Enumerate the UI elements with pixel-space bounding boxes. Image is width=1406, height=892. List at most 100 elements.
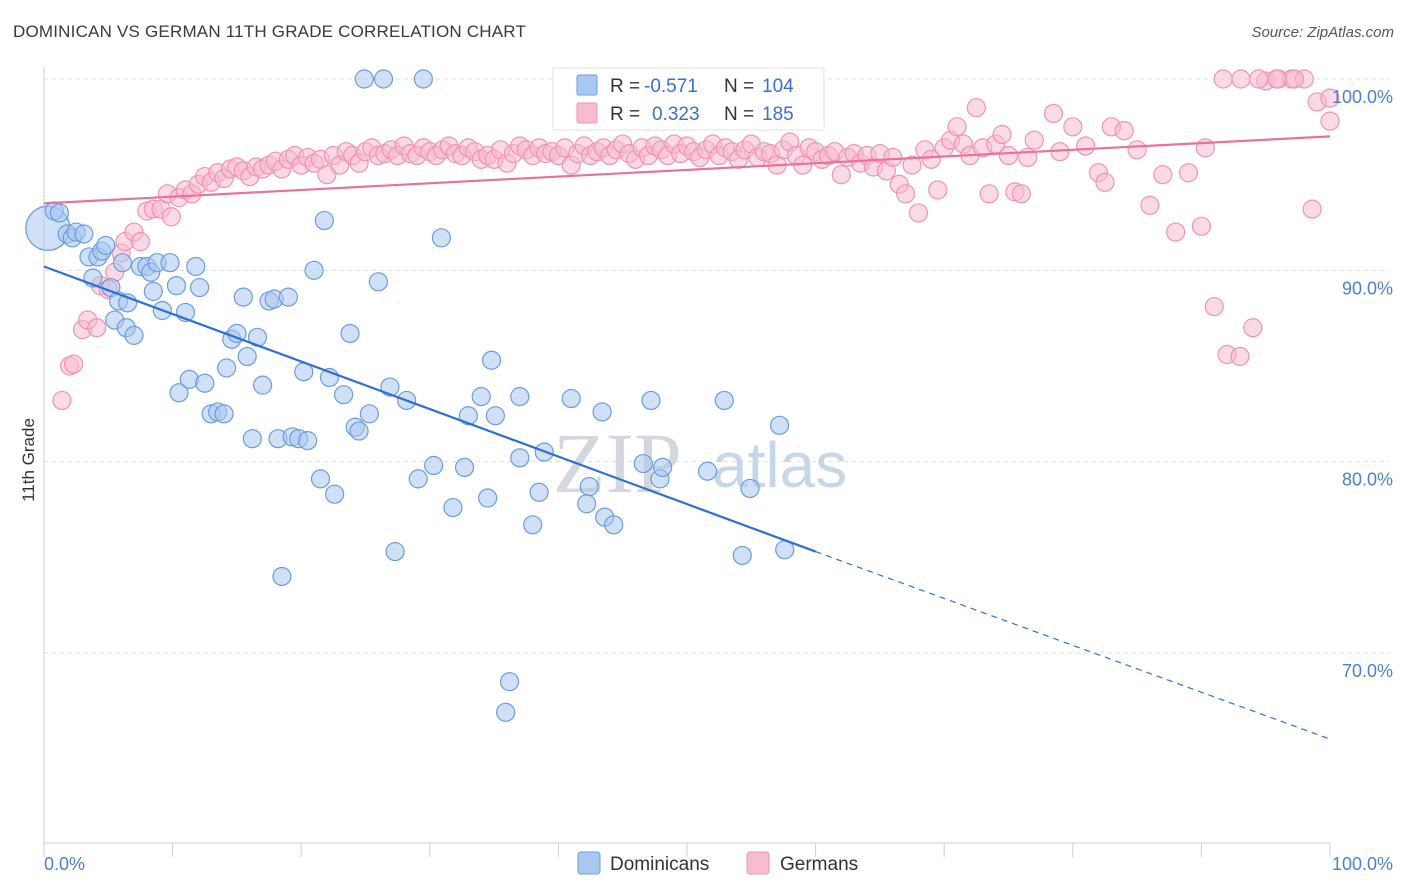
dominican-point bbox=[166, 276, 187, 296]
dominican-point bbox=[561, 388, 581, 409]
series-legend: Dominicans Germans bbox=[577, 851, 858, 875]
dominican-point bbox=[577, 494, 597, 514]
axes bbox=[43, 67, 1331, 857]
dominicans-points bbox=[25, 69, 795, 722]
legend-r-label-2: R = bbox=[610, 104, 640, 125]
dominican-point bbox=[697, 461, 718, 481]
trendlines bbox=[43, 135, 1331, 740]
german-point bbox=[1230, 346, 1250, 367]
dominican-point bbox=[431, 228, 451, 248]
german-point bbox=[992, 124, 1012, 145]
german-point bbox=[317, 165, 337, 185]
dominican-point bbox=[190, 277, 210, 298]
dominican-point bbox=[443, 497, 463, 518]
bottom-legend-swatch-dominicans bbox=[577, 851, 601, 875]
dominican-point bbox=[186, 256, 206, 277]
dominican-point bbox=[195, 373, 215, 393]
dominican-point bbox=[641, 390, 661, 411]
german-point bbox=[1243, 318, 1263, 338]
german-point bbox=[130, 232, 151, 252]
german-point bbox=[1231, 69, 1251, 89]
dominican-point bbox=[454, 457, 475, 478]
german-point bbox=[1320, 111, 1340, 131]
legend-n-value-2: 185 bbox=[762, 104, 794, 125]
y-tick-label-80: 80.0% bbox=[1342, 470, 1393, 490]
y-tick-label-90: 90.0% bbox=[1342, 278, 1393, 298]
dominican-point bbox=[354, 69, 374, 89]
y-tick-label-100: 100.0% bbox=[1332, 87, 1393, 107]
german-point bbox=[1076, 136, 1096, 156]
dominican-point bbox=[242, 429, 262, 449]
dominican-point bbox=[471, 387, 491, 407]
dominican-point bbox=[368, 272, 388, 292]
dominican-point bbox=[499, 672, 520, 692]
dominican-point bbox=[424, 455, 444, 476]
germans-trendline bbox=[43, 135, 1331, 205]
legend-r-value-1: -0.571 bbox=[644, 76, 698, 97]
dominican-point bbox=[304, 260, 324, 280]
german-point bbox=[896, 184, 916, 204]
dominican-point bbox=[523, 515, 543, 535]
dominican-point bbox=[334, 385, 354, 405]
dominican-point bbox=[253, 375, 273, 395]
germans-points bbox=[52, 69, 1340, 411]
dominican-point bbox=[74, 224, 94, 244]
german-point bbox=[1153, 165, 1173, 185]
stats-legend: R = -0.571 N = 104 R = 0.323 N = 185 bbox=[552, 67, 825, 131]
legend-n-label-1: N = bbox=[724, 76, 754, 97]
dominican-point bbox=[732, 545, 752, 566]
german-point bbox=[1302, 199, 1322, 219]
dominican-point bbox=[579, 476, 599, 497]
bottom-legend-swatch-germans bbox=[746, 851, 770, 875]
german-point bbox=[1114, 121, 1134, 141]
german-point bbox=[1213, 69, 1233, 89]
dominican-point bbox=[340, 323, 360, 344]
dominicans-trendline bbox=[43, 265, 816, 553]
dominican-point bbox=[413, 69, 433, 89]
german-point bbox=[1024, 130, 1044, 150]
german-point bbox=[1191, 216, 1212, 236]
chart-title: DOMINICAN VS GERMAN 11TH GRADE CORRELATI… bbox=[13, 22, 527, 41]
dominican-point bbox=[325, 484, 345, 504]
source-label: Source: ZipAtlas.com bbox=[1251, 24, 1394, 41]
dominican-point bbox=[496, 702, 516, 722]
watermark-atlas: atlas bbox=[712, 429, 847, 501]
dominican-point bbox=[633, 453, 653, 474]
german-point bbox=[902, 155, 922, 175]
german-point bbox=[883, 147, 903, 168]
dominican-point bbox=[49, 203, 70, 223]
german-point bbox=[52, 390, 72, 411]
german-point bbox=[928, 180, 948, 200]
dominican-point bbox=[310, 469, 331, 489]
german-point bbox=[1166, 222, 1186, 242]
german-point bbox=[979, 184, 999, 204]
german-point bbox=[1204, 297, 1224, 317]
dominican-point bbox=[592, 402, 612, 422]
dominican-point bbox=[485, 406, 505, 426]
y-tick-labels: 70.0% 80.0% 90.0% 100.0% bbox=[1332, 87, 1393, 681]
dominican-point bbox=[604, 515, 624, 535]
dominican-point bbox=[769, 415, 790, 435]
german-point bbox=[1140, 195, 1160, 215]
legend-n-label-2: N = bbox=[724, 104, 754, 125]
dominican-point bbox=[652, 457, 673, 478]
dominican-point bbox=[481, 350, 502, 370]
dominican-point bbox=[385, 541, 405, 562]
german-point bbox=[1011, 184, 1031, 204]
german-point bbox=[1249, 69, 1269, 89]
dominican-point bbox=[349, 421, 369, 441]
bottom-legend-dominicans: Dominicans bbox=[610, 854, 709, 875]
dominicans-trendline-extension bbox=[815, 551, 1331, 740]
dominican-point bbox=[160, 253, 180, 273]
german-point bbox=[1095, 172, 1115, 192]
dominican-point bbox=[237, 346, 257, 367]
german-point bbox=[1266, 69, 1287, 89]
dominican-point bbox=[458, 406, 478, 426]
german-point bbox=[161, 207, 181, 227]
y-axis-title: 11th Grade bbox=[19, 418, 38, 502]
dominican-point bbox=[233, 287, 253, 307]
dominican-point bbox=[510, 387, 530, 407]
dominican-point bbox=[478, 488, 498, 508]
dominican-point bbox=[298, 431, 318, 451]
